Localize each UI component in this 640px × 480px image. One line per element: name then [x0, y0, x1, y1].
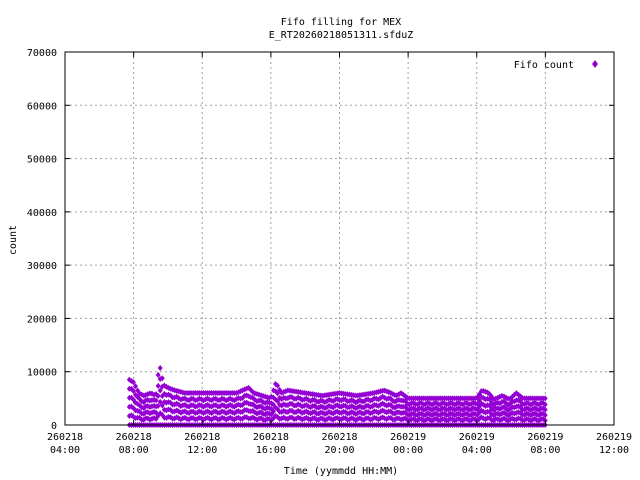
x-tick-time: 20:00 [324, 445, 354, 456]
data-point [155, 402, 161, 409]
x-tick-date: 260218 [116, 432, 152, 443]
x-tick-date: 260218 [253, 432, 289, 443]
data-point [157, 364, 163, 371]
y-tick-label: 70000 [27, 48, 57, 59]
y-tick-label: 30000 [27, 261, 57, 272]
data-point [507, 405, 513, 412]
data-point [153, 397, 159, 404]
data-point [159, 402, 165, 409]
x-tick-time: 08:00 [530, 445, 560, 456]
data-point [542, 401, 548, 408]
data-points [126, 364, 548, 428]
chart-subtitle: E_RT20260218051311.sfduZ [269, 30, 414, 41]
x-tick-time: 16:00 [256, 445, 286, 456]
x-tick-time: 00:00 [393, 445, 423, 456]
data-point [542, 406, 548, 413]
data-point [155, 392, 161, 399]
x-axis-label: Time (yymmdd HH:MM) [284, 466, 398, 477]
grid-lines [65, 52, 614, 425]
data-point [542, 395, 548, 402]
data-point [133, 383, 139, 390]
x-tick-date: 260219 [596, 432, 632, 443]
legend-marker [592, 60, 598, 68]
data-point [270, 408, 276, 415]
x-tick-time: 12:00 [599, 445, 629, 456]
x-tick-time: 12:00 [187, 445, 217, 456]
x-tick-time: 04:00 [462, 445, 492, 456]
x-tick-date: 260219 [527, 432, 563, 443]
data-point [155, 371, 161, 378]
x-tick-date: 260218 [184, 432, 220, 443]
data-point [130, 379, 136, 386]
y-tick-label: 60000 [27, 101, 57, 112]
x-tick-date: 260219 [459, 432, 495, 443]
data-point [507, 416, 513, 423]
x-tick-date: 260218 [47, 432, 83, 443]
y-axis-label: count [8, 225, 19, 255]
y-tick-label: 0 [51, 421, 57, 432]
data-point [507, 400, 513, 407]
y-tick-label: 50000 [27, 155, 57, 166]
legend: Fifo count [514, 60, 598, 71]
y-tick-label: 40000 [27, 208, 57, 219]
y-tick-label: 20000 [27, 314, 57, 325]
chart-title: Fifo filling for MEX [281, 17, 401, 28]
legend-label: Fifo count [514, 60, 574, 71]
data-point [542, 412, 548, 419]
x-tick-date: 260219 [390, 432, 426, 443]
data-point [130, 388, 136, 395]
data-point [157, 387, 163, 394]
data-point [155, 382, 161, 389]
data-point [157, 398, 163, 405]
data-point [275, 382, 281, 389]
x-tick-time: 08:00 [119, 445, 149, 456]
axes: 0 10000 20000 30000 40000 50000 60000 70000 2602… [27, 48, 632, 456]
data-point [507, 411, 513, 418]
x-tick-time: 04:00 [50, 445, 80, 456]
x-tick-date: 260218 [321, 432, 357, 443]
y-tick-label: 10000 [27, 368, 57, 379]
data-point [159, 375, 165, 382]
data-point [507, 395, 513, 402]
